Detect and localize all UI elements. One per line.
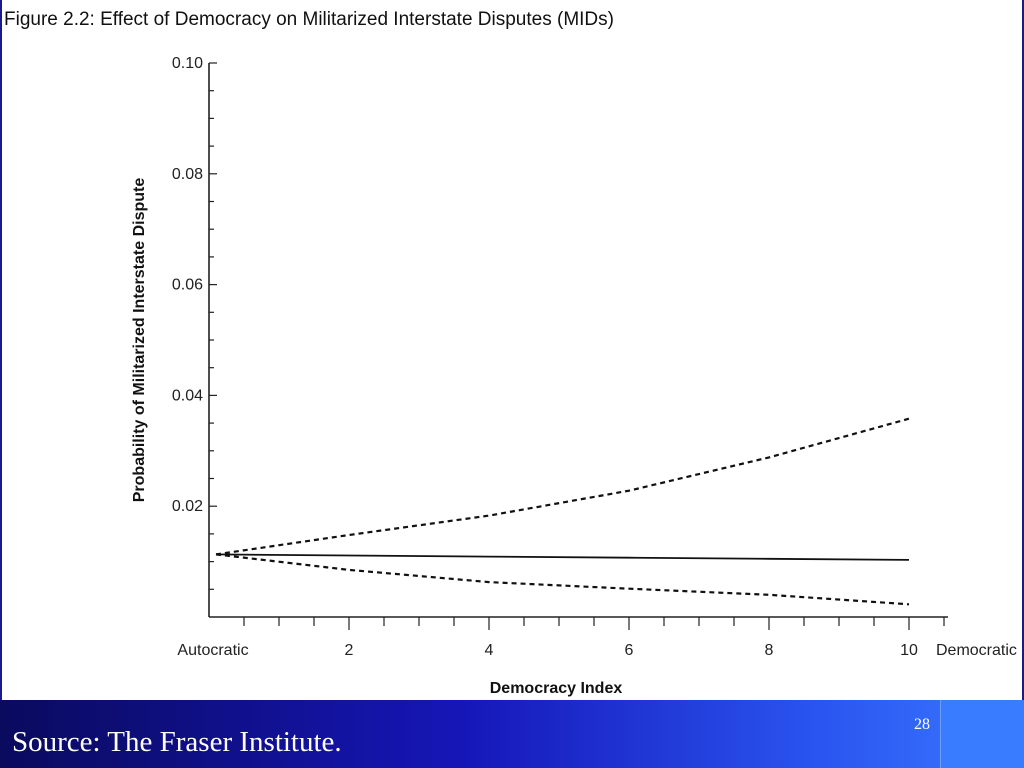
- x-tick-label: 8: [765, 642, 774, 659]
- x-tick-label: 2: [345, 642, 354, 659]
- x-axis-title: Democracy Index: [490, 680, 623, 697]
- slide-footer: Source: The Fraser Institute. 28: [0, 700, 1024, 768]
- y-tick-label: 0.04: [172, 387, 203, 404]
- x-tick-label: 6: [625, 642, 634, 659]
- y-tick-label: 0.06: [172, 277, 203, 294]
- confidence-bound-line: [215, 417, 910, 556]
- page-number: 28: [914, 716, 930, 733]
- y-tick-label: 0.02: [172, 498, 203, 515]
- y-tick-label: 0.08: [172, 166, 203, 183]
- x-tick-label: 4: [485, 642, 494, 659]
- figure-title: Figure 2.2: Effect of Democracy on Milit…: [4, 9, 614, 30]
- slide-frame-left: [0, 0, 2, 700]
- x-tick-label: Autocratic: [177, 642, 248, 659]
- confidence-bound-line: [215, 553, 910, 606]
- x-axis-end-label: Democratic: [936, 642, 1017, 659]
- line-chart: Figure 2.2: Effect of Democracy on Milit…: [4, 9, 1017, 697]
- source-caption: Source: The Fraser Institute.: [12, 726, 342, 758]
- x-tick-label: 10: [900, 642, 918, 659]
- y-axis-title: Probability of Militarized Interstate Di…: [131, 178, 148, 503]
- estimate-line: [215, 553, 910, 561]
- slide-frame-right: [1022, 0, 1024, 700]
- axes: 0.02 0.04 0.06 0.08 0.10 Autocratic 2 4 6 8 10: [172, 55, 948, 659]
- series-layer: [215, 417, 910, 606]
- footer-accent-block: [940, 700, 1024, 768]
- y-tick-label: 0.10: [172, 55, 203, 72]
